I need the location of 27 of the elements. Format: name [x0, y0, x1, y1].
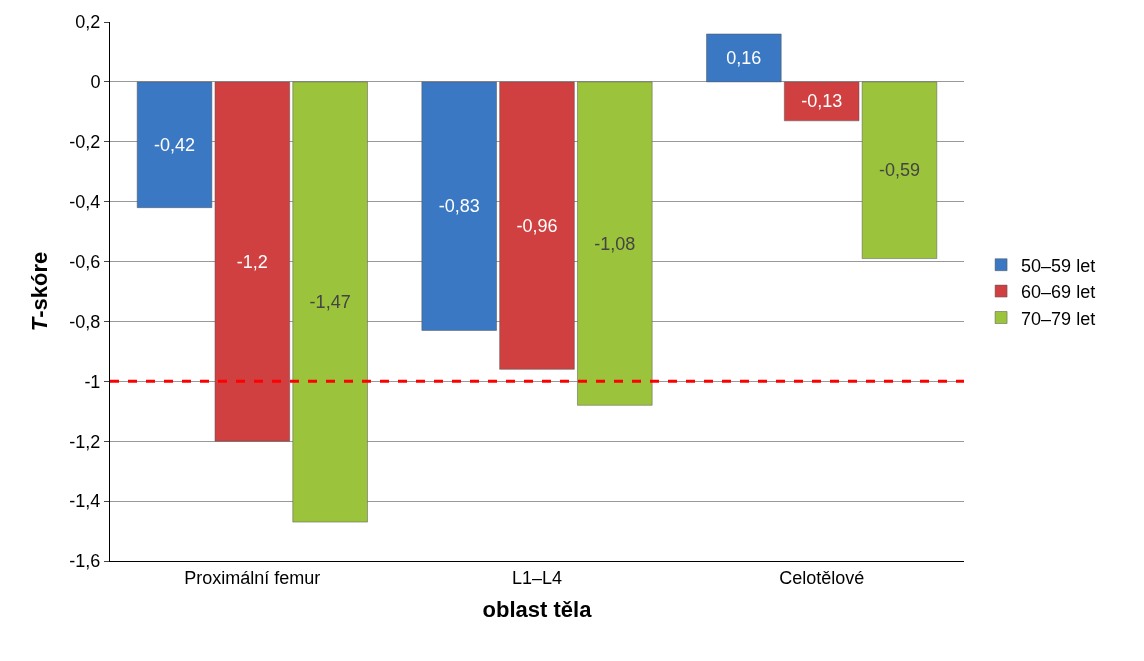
data-label: -1,47: [309, 291, 351, 312]
y-tick-label: -1,6: [69, 551, 101, 572]
y-tick-label: -0,2: [69, 132, 101, 153]
x-axis-title: oblast těla: [482, 597, 593, 623]
x-tick-label: Celotělové: [779, 567, 865, 588]
data-label: -0,83: [438, 196, 480, 217]
legend-label: 70–79 let: [1021, 308, 1096, 329]
data-label: -0,13: [801, 91, 843, 112]
data-label: -1,2: [236, 251, 268, 272]
data-label: -0,59: [878, 160, 920, 181]
y-tick-label: -1: [84, 371, 101, 392]
legend-label: 50–59 let: [1021, 255, 1096, 276]
legend-label: 60–69 let: [1021, 282, 1096, 303]
data-label: -0,42: [154, 134, 196, 155]
y-tick-label: -1,2: [69, 431, 101, 452]
y-tick-label: -0,8: [69, 311, 101, 332]
x-tick-label: L1–L4: [511, 567, 563, 588]
data-label: -1,08: [594, 233, 636, 254]
y-tick-label: 0: [90, 72, 101, 93]
x-tick-label: Proximální femur: [184, 567, 321, 588]
data-label: -0,96: [516, 215, 558, 236]
y-tick-label: -1,4: [69, 491, 101, 512]
y-tick-label: -0,4: [69, 191, 101, 212]
y-axis-title: T-skóre: [27, 251, 53, 332]
data-label: 0,16: [726, 47, 762, 68]
y-tick-label: -0,6: [69, 251, 101, 272]
y-tick-label: 0,2: [75, 12, 101, 33]
